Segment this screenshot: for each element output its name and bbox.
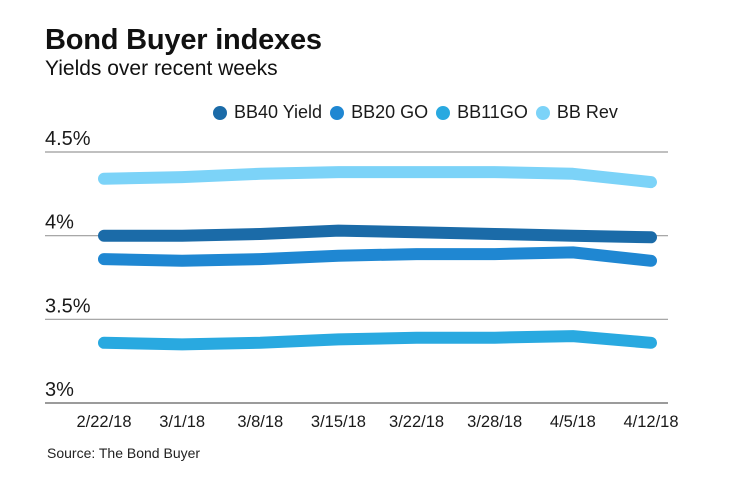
legend-label: BB40 Yield — [234, 102, 323, 122]
legend-item-bb11go: BB11GO — [436, 102, 528, 123]
series-line-bb20-go — [98, 246, 657, 267]
y-tick-label: 3% — [45, 379, 74, 401]
chart-legend: BB40 Yield BB20 GO BB11GO BB Rev — [213, 102, 618, 123]
legend-label: BB20 GO — [351, 102, 429, 122]
x-tick-label: 3/22/18 — [389, 413, 444, 431]
x-tick-label: 3/8/18 — [237, 413, 283, 431]
source-credit: Source: The Bond Buyer — [47, 445, 201, 461]
x-tick-label: 4/12/18 — [623, 413, 678, 431]
x-tick-label: 3/15/18 — [311, 413, 366, 431]
series-line-bb40-yield — [98, 224, 657, 244]
y-tick-label: 4% — [45, 212, 74, 234]
series-line-bb11go — [98, 330, 657, 351]
legend-label: BB Rev — [556, 102, 618, 122]
x-tick-label: 3/28/18 — [467, 413, 522, 431]
legend-dot-icon — [535, 105, 550, 120]
x-axis-labels: 2/22/18 3/1/18 3/8/18 3/15/18 3/22/18 3/28/18… — [76, 413, 678, 431]
series-line-bb-rev — [98, 166, 657, 189]
legend-item-bb40-yield: BB40 Yield — [213, 102, 322, 123]
x-tick-label: 2/22/18 — [76, 413, 131, 431]
legend-dot-icon — [330, 105, 345, 120]
y-tick-label: 3.5% — [45, 295, 91, 317]
legend-label: BB11GO — [457, 102, 528, 122]
legend-dot-icon — [436, 105, 451, 120]
legend-dot-icon — [213, 105, 227, 120]
legend-item-bb20-go: BB20 GO — [330, 102, 428, 123]
x-tick-label: 3/1/18 — [159, 413, 205, 431]
y-axis-labels: 4.5% 4% 3.5% 3% — [45, 128, 91, 401]
gridlines — [45, 151, 668, 404]
y-tick-label: 4.5% — [45, 128, 91, 150]
x-tick-label: 4/5/18 — [550, 413, 596, 431]
legend-item-bb-rev: BB Rev — [535, 102, 618, 123]
page-title: Bond Buyer indexes — [45, 24, 322, 56]
page-subtitle: Yields over recent weeks — [45, 57, 278, 80]
